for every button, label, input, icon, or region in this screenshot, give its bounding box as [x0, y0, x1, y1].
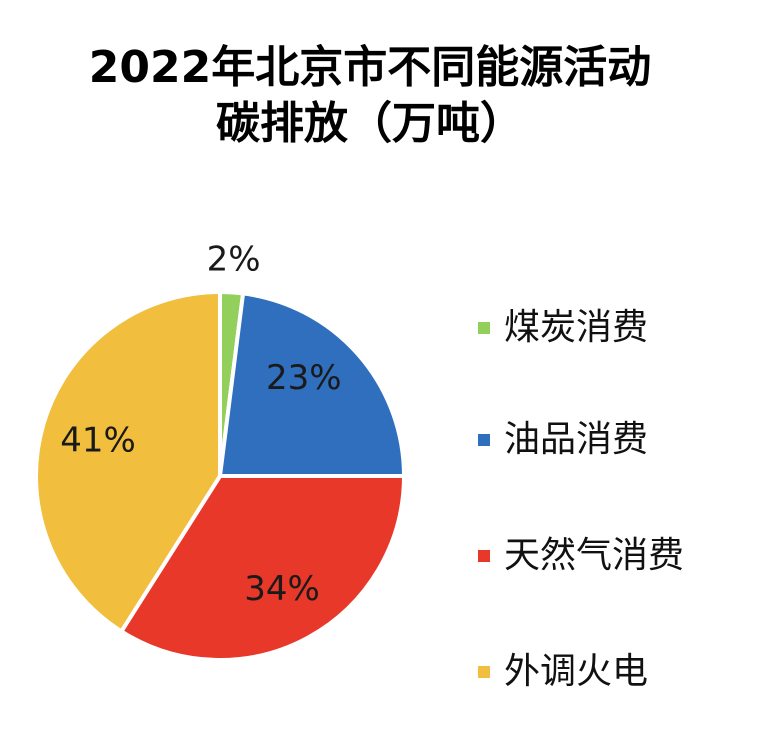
legend-item-oil: 油品消费	[478, 418, 648, 462]
legend-label-coal: 煤炭消费	[504, 307, 649, 348]
legend-label-oil: 油品消费	[504, 419, 649, 460]
pie-slice-thermal-power	[34, 290, 222, 634]
legend-swatch-gas	[478, 550, 490, 562]
chart-title-line-2: 碳排放（万吨）	[216, 98, 524, 149]
legend-item-coal: 煤炭消费	[478, 306, 648, 350]
legend-swatch-oil	[478, 434, 490, 446]
legend-label-thermal-power: 外调火电	[504, 651, 649, 692]
data-label-gas: 34%	[244, 569, 320, 609]
pie-slice-oil	[218, 291, 406, 478]
legend-swatch-coal	[478, 322, 490, 334]
legend-item-gas: 天然气消费	[478, 534, 684, 578]
data-label-coal: 2%	[207, 239, 261, 279]
legend-label-gas: 天然气消费	[504, 535, 685, 576]
data-label-thermal-power: 41%	[60, 421, 136, 461]
data-label-oil: 23%	[266, 358, 342, 398]
legend-swatch-thermal-power	[478, 666, 490, 678]
chart-title-line-1: 2022年北京市不同能源活动	[88, 42, 652, 93]
legend-item-thermal-power: 外调火电	[478, 650, 648, 694]
